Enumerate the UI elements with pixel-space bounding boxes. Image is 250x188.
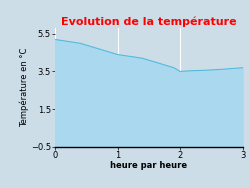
X-axis label: heure par heure: heure par heure: [110, 161, 187, 170]
Y-axis label: Température en °C: Température en °C: [20, 48, 29, 127]
Title: Evolution de la température: Evolution de la température: [61, 17, 236, 27]
